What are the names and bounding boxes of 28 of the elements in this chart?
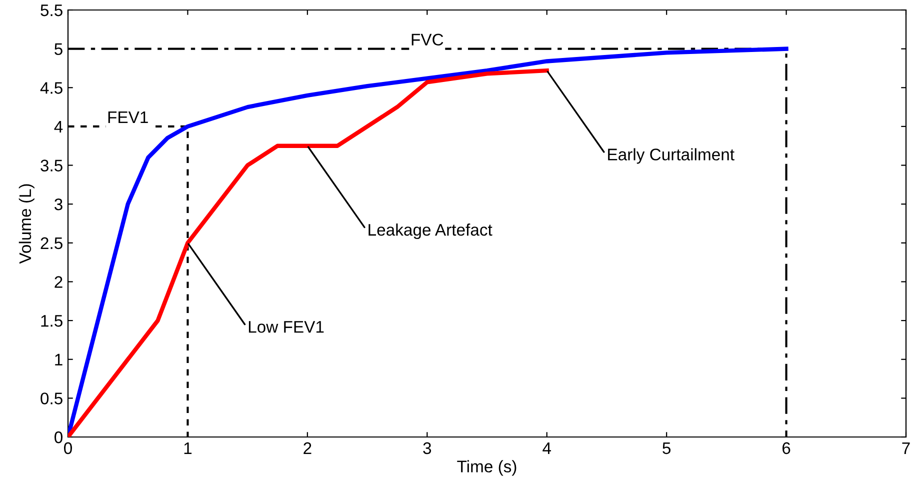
y-tick-label: 3.5 xyxy=(40,160,62,172)
y-axis-title: Volume (L) xyxy=(18,184,34,264)
y-tick-label: 3 xyxy=(54,198,62,210)
x-tick-label: 0 xyxy=(64,442,72,454)
y-tick-label: 0 xyxy=(54,431,62,444)
annotation: FEV1 xyxy=(108,112,148,123)
x-axis-title: Time (s) xyxy=(457,460,516,476)
y-tick-label: 5 xyxy=(54,43,62,56)
annotation: Low FEV1 xyxy=(248,321,324,333)
x-tick-label: 1 xyxy=(184,442,192,454)
y-tick-label: 1 xyxy=(55,354,62,366)
y-tick-label: 4 xyxy=(54,121,63,132)
annotation: Early Curtailment xyxy=(608,148,734,164)
x-tick-label: 5 xyxy=(662,442,671,454)
x-tick-label: 3 xyxy=(423,442,432,454)
x-tick-label: 6 xyxy=(782,442,790,454)
x-tick-label: 2 xyxy=(304,442,312,454)
y-tick-label: 2.5 xyxy=(40,237,62,250)
annotation: Leakage Artefact xyxy=(368,223,492,240)
y-tick-label: 5.5 xyxy=(40,4,62,16)
y-tick-label: 0.5 xyxy=(40,392,62,404)
y-tick-label: 4.5 xyxy=(40,82,62,94)
x-tick-label: 7 xyxy=(902,442,910,454)
y-tick-label: 1.5 xyxy=(41,315,62,327)
y-tick-label: 2 xyxy=(54,276,62,288)
annotation: FVC xyxy=(412,34,444,46)
line-series xyxy=(68,68,549,437)
x-tick-label: 4 xyxy=(542,442,552,454)
